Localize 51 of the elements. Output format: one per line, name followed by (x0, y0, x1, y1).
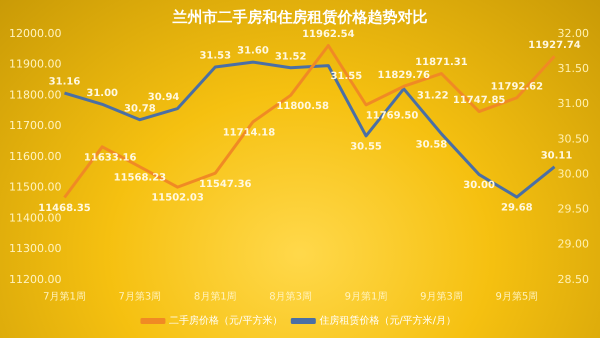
x-tick-label: 8月第3周 (269, 290, 312, 303)
y-tick-label: 11700.00 (8, 119, 62, 132)
data-label: 30.55 (350, 142, 382, 153)
data-label: 11871.31 (415, 57, 468, 68)
y-tick-label: 12000.00 (8, 26, 62, 40)
data-label: 11962.54 (302, 29, 355, 40)
y2-tick-label: 30.50 (558, 132, 590, 146)
data-label: 30.11 (540, 150, 572, 162)
data-label: 11829.76 (377, 70, 430, 81)
y-tick-label: 11200.00 (8, 272, 62, 286)
x-tick-label: 7月第3周 (118, 290, 162, 303)
y-tick-label: 11900.00 (8, 58, 62, 71)
x-tick-label: 9月第5周 (495, 290, 538, 303)
data-label: 30.94 (148, 92, 180, 104)
data-label: 11547.36 (199, 178, 252, 190)
y2-tick-label: 31.50 (558, 62, 590, 75)
y2-tick-label: 28.50 (558, 272, 590, 286)
y2-tick-label: 29.00 (558, 238, 590, 251)
data-label: 31.22 (416, 90, 449, 102)
data-label: 11927.74 (528, 40, 581, 51)
data-label: 11792.62 (490, 81, 544, 92)
data-label: 30.00 (463, 180, 495, 192)
data-label: 29.68 (500, 202, 533, 214)
data-label: 30.58 (416, 139, 448, 150)
data-label: 31.53 (199, 50, 232, 62)
legend-label: 住房租赁价格（元/平方米/月） (319, 314, 456, 327)
data-label: 11747.85 (452, 95, 506, 106)
data-label: 31.00 (86, 88, 118, 99)
y-tick-label: 11800.00 (8, 88, 62, 102)
x-tick-label: 9月第3周 (420, 290, 463, 303)
data-label: 11568.23 (114, 172, 166, 184)
y2-tick-label: 31.00 (558, 97, 590, 110)
data-label: 31.60 (237, 46, 269, 57)
y-tick-label: 11300.00 (8, 242, 62, 256)
x-tick-label: 9月第1周 (344, 290, 388, 303)
data-label: 11714.18 (222, 127, 276, 138)
data-label: 30.78 (124, 103, 156, 114)
data-label: 31.16 (48, 76, 80, 88)
data-label: 11800.58 (276, 100, 329, 112)
x-tick-label: 7月第1周 (43, 290, 86, 303)
data-label: 11633.16 (84, 152, 136, 164)
legend-label: 二手房价格（元/平方米） (168, 314, 282, 327)
y2-tick-label: 29.50 (558, 202, 590, 216)
x-tick-label: 8月第1周 (194, 290, 237, 303)
chart-title: 兰州市二手房和住房租赁价格趋势对比 (172, 8, 428, 26)
data-label: 31.52 (274, 51, 307, 62)
y-tick-label: 11600.00 (8, 150, 62, 163)
y2-tick-label: 32.00 (558, 26, 590, 40)
data-label: 11502.03 (151, 192, 204, 204)
y2-tick-label: 30.00 (558, 167, 590, 180)
y-tick-label: 11500.00 (8, 180, 62, 194)
